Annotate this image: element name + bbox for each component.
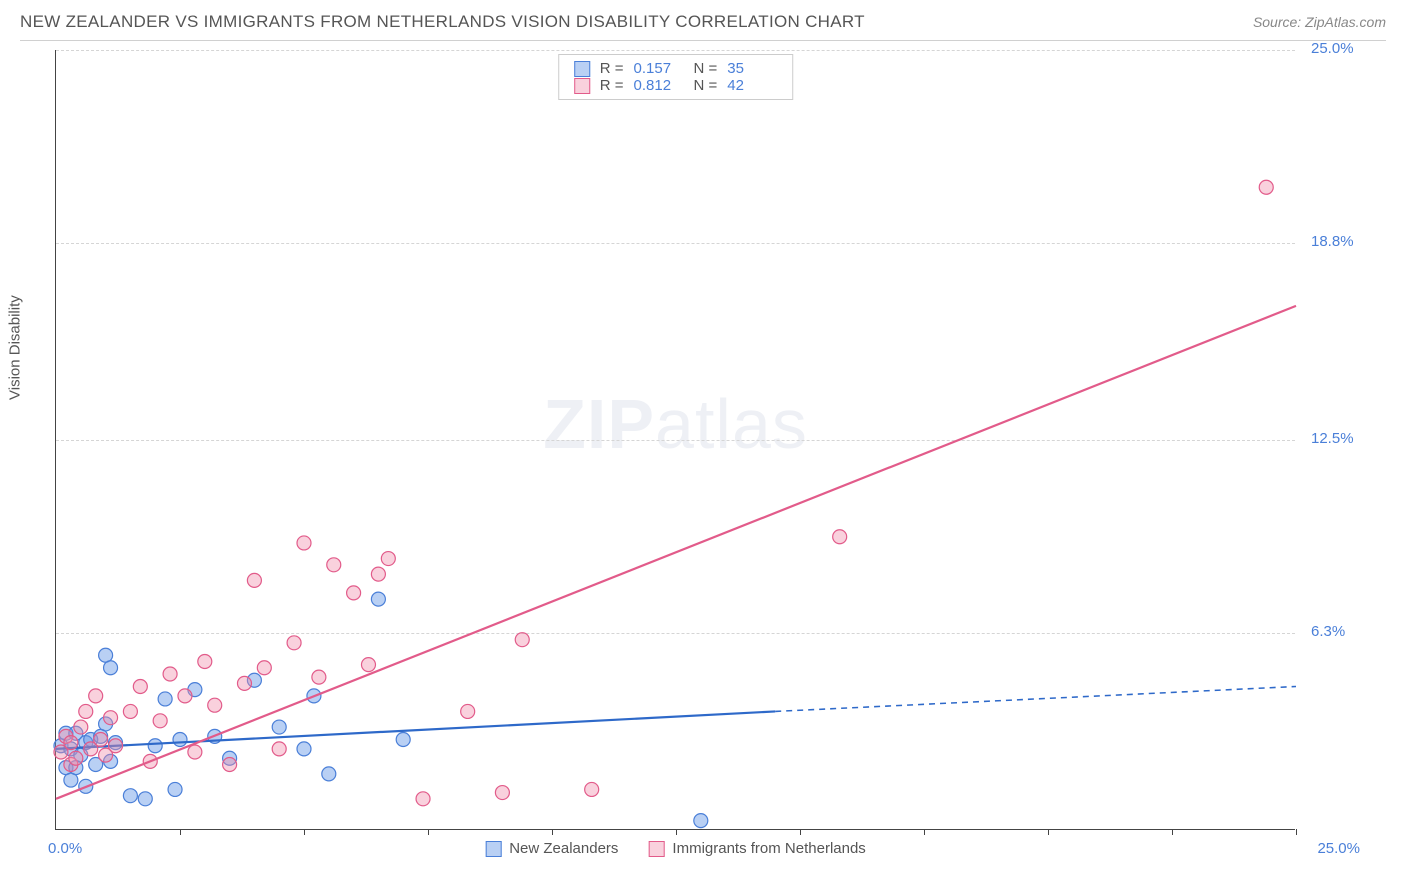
- n-value-nl: 42: [727, 77, 777, 94]
- r-value-nz: 0.157: [634, 60, 684, 77]
- x-tick: [428, 829, 429, 835]
- scatter-point-nl: [327, 558, 341, 572]
- scatter-point-nz: [297, 742, 311, 756]
- x-tick: [800, 829, 801, 835]
- x-tick: [304, 829, 305, 835]
- scatter-point-nl: [461, 704, 475, 718]
- scatter-point-nl: [312, 670, 326, 684]
- source-name: ZipAtlas.com: [1305, 14, 1386, 30]
- x-tick: [1296, 829, 1297, 835]
- scatter-point-nz: [148, 739, 162, 753]
- scatter-point-nz: [138, 792, 152, 806]
- r-value-nl: 0.812: [634, 77, 684, 94]
- scatter-point-nl: [109, 739, 123, 753]
- scatter-point-nl: [79, 704, 93, 718]
- legend-label-nz: New Zealanders: [509, 840, 618, 857]
- y-axis-title: Vision Disability: [7, 295, 24, 400]
- plot-area: ZIPatlas 6.3%12.5%18.8%25.0% R = 0.157 N…: [55, 50, 1295, 830]
- scatter-point-nz: [694, 814, 708, 828]
- legend-stats: R = 0.157 N = 35 R = 0.812 N = 42: [558, 54, 794, 100]
- n-label: N =: [694, 77, 718, 94]
- r-label: R =: [600, 60, 624, 77]
- scatter-point-nl: [247, 573, 261, 587]
- scatter-point-nl: [1259, 180, 1273, 194]
- source-label: Source:: [1253, 14, 1301, 30]
- y-tick-label: 6.3%: [1311, 623, 1391, 640]
- scatter-point-nl: [416, 792, 430, 806]
- scatter-point-nl: [74, 720, 88, 734]
- scatter-point-nl: [153, 714, 167, 728]
- legend-stats-row-nl: R = 0.812 N = 42: [574, 77, 778, 94]
- x-tick: [924, 829, 925, 835]
- swatch-nz-icon: [485, 841, 501, 857]
- swatch-nl-icon: [574, 78, 590, 94]
- scatter-point-nl: [347, 586, 361, 600]
- scatter-point-nz: [272, 720, 286, 734]
- scatter-point-nl: [515, 633, 529, 647]
- trend-line-nl: [56, 306, 1296, 799]
- legend-stats-row-nz: R = 0.157 N = 35: [574, 60, 778, 77]
- x-tick: [1172, 829, 1173, 835]
- scatter-point-nl: [833, 530, 847, 544]
- scatter-point-nl: [133, 679, 147, 693]
- chart-header: NEW ZEALANDER VS IMMIGRANTS FROM NETHERL…: [20, 12, 1386, 41]
- scatter-point-nl: [223, 757, 237, 771]
- scatter-point-nl: [89, 689, 103, 703]
- scatter-point-nl: [64, 736, 78, 750]
- scatter-point-nl: [163, 667, 177, 681]
- n-value-nz: 35: [727, 60, 777, 77]
- scatter-point-nl: [297, 536, 311, 550]
- scatter-point-nz: [123, 789, 137, 803]
- scatter-point-nl: [188, 745, 202, 759]
- x-tick: [1048, 829, 1049, 835]
- legend-series: New Zealanders Immigrants from Netherlan…: [485, 840, 866, 857]
- swatch-nl-icon: [648, 841, 664, 857]
- scatter-point-nz: [173, 733, 187, 747]
- legend-item-nz: New Zealanders: [485, 840, 618, 857]
- scatter-point-nl: [257, 661, 271, 675]
- scatter-point-nz: [158, 692, 172, 706]
- legend-label-nl: Immigrants from Netherlands: [672, 840, 865, 857]
- n-label: N =: [694, 60, 718, 77]
- scatter-point-nl: [371, 567, 385, 581]
- scatter-point-nl: [104, 711, 118, 725]
- scatter-point-nl: [123, 704, 137, 718]
- y-tick-label: 18.8%: [1311, 233, 1391, 250]
- scatter-point-nl: [69, 751, 83, 765]
- scatter-point-nl: [585, 782, 599, 796]
- r-label: R =: [600, 77, 624, 94]
- legend-item-nl: Immigrants from Netherlands: [648, 840, 865, 857]
- x-origin-label: 0.0%: [48, 840, 82, 857]
- x-tick: [676, 829, 677, 835]
- y-tick-label: 25.0%: [1311, 40, 1391, 57]
- x-tick: [552, 829, 553, 835]
- y-tick-label: 12.5%: [1311, 430, 1391, 447]
- x-tick: [180, 829, 181, 835]
- scatter-point-nl: [94, 733, 108, 747]
- scatter-point-nl: [287, 636, 301, 650]
- scatter-point-nl: [272, 742, 286, 756]
- scatter-point-nl: [237, 676, 251, 690]
- scatter-point-nl: [178, 689, 192, 703]
- swatch-nz-icon: [574, 61, 590, 77]
- trend-line-dashed-nz: [775, 686, 1296, 711]
- x-max-label: 25.0%: [1317, 840, 1360, 857]
- scatter-point-nl: [381, 552, 395, 566]
- scatter-point-nl: [361, 658, 375, 672]
- scatter-point-nl: [495, 786, 509, 800]
- scatter-point-nl: [208, 698, 222, 712]
- chart-title: NEW ZEALANDER VS IMMIGRANTS FROM NETHERL…: [20, 12, 865, 32]
- scatter-point-nz: [396, 733, 410, 747]
- scatter-point-nz: [322, 767, 336, 781]
- source-attribution: Source: ZipAtlas.com: [1253, 14, 1386, 30]
- scatter-svg: [56, 50, 1295, 829]
- scatter-point-nz: [104, 661, 118, 675]
- scatter-point-nz: [168, 782, 182, 796]
- scatter-point-nz: [371, 592, 385, 606]
- scatter-point-nl: [198, 655, 212, 669]
